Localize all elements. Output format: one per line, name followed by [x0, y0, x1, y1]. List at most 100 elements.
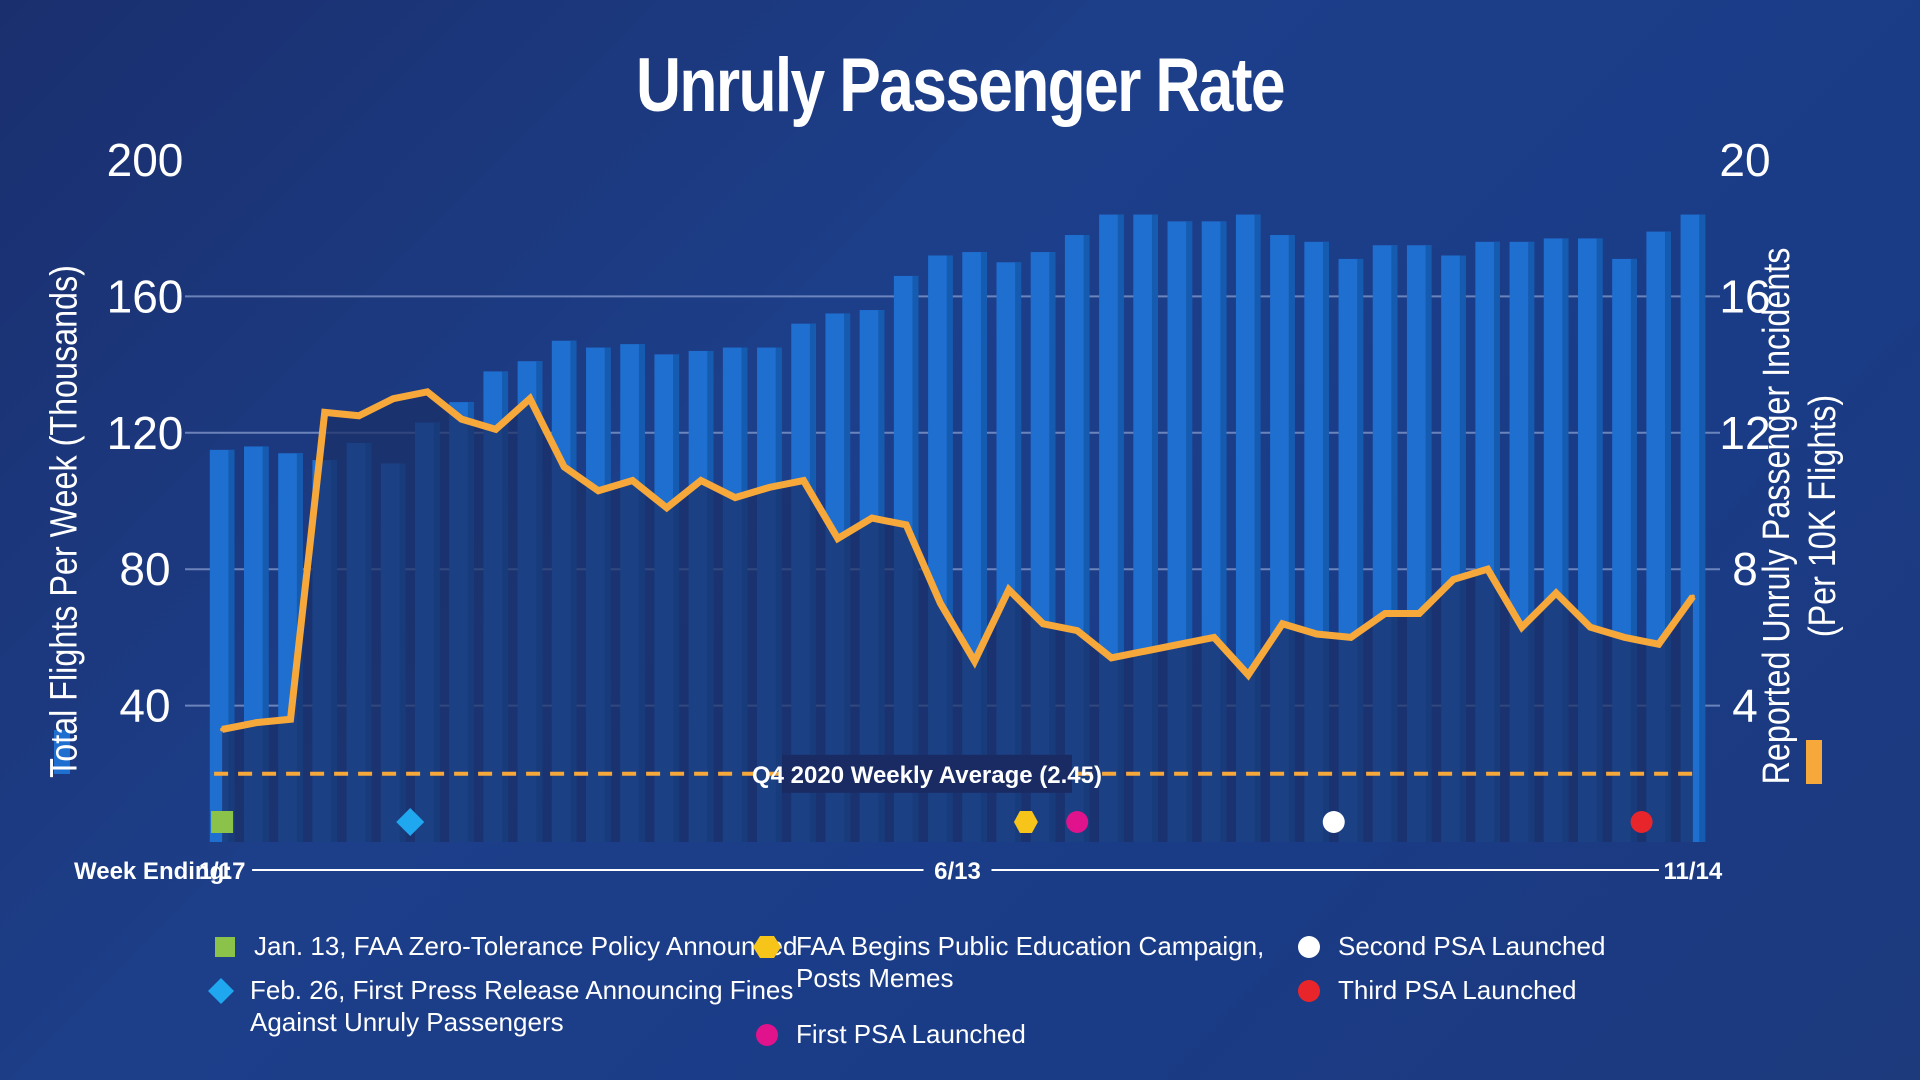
rate-point	[1177, 642, 1182, 647]
rate-point	[1314, 631, 1319, 636]
rate-point	[1588, 625, 1593, 630]
rate-point	[1519, 625, 1524, 630]
rate-point	[1690, 594, 1695, 599]
flight-bar-shade	[1117, 214, 1124, 842]
red-circle-icon	[1298, 980, 1320, 1002]
rate-point	[733, 495, 738, 500]
rate-point	[1109, 655, 1114, 660]
flight-bar-shade	[1665, 231, 1672, 843]
rate-point	[1417, 611, 1422, 616]
rate-point	[459, 417, 464, 422]
flight-bar-shade	[262, 446, 269, 842]
rate-point	[1656, 642, 1661, 647]
rate-line	[221, 388, 1696, 733]
rate-point	[254, 720, 259, 725]
cyan-diamond-shape	[208, 978, 234, 1004]
rate-point	[1246, 672, 1251, 677]
flight-bar-shade	[1322, 241, 1329, 843]
flight-bar-shade	[946, 255, 953, 843]
rate-point	[1280, 621, 1285, 626]
flight-bar-shade	[1288, 235, 1295, 842]
rate-point	[1075, 628, 1080, 633]
flight-bar-shade	[1015, 262, 1022, 842]
green-square-shape	[215, 937, 235, 957]
left-axis-swatch	[54, 730, 70, 774]
legend-item-third-psa: Third PSA Launched	[1294, 974, 1577, 1006]
magenta-circle-shape	[756, 1024, 778, 1046]
flight-bar-shade	[1425, 245, 1432, 842]
rate-point	[698, 478, 703, 483]
event-marker-square	[211, 811, 234, 833]
rate-point	[767, 485, 772, 490]
flight-bar-shade	[228, 449, 235, 842]
flight-bar-shade	[980, 252, 987, 842]
flight-bar-shade	[1493, 241, 1500, 843]
rate-point	[1041, 621, 1046, 626]
white-circle-shape	[1298, 936, 1320, 958]
right-axis-tick-label: 20	[1719, 134, 1770, 186]
flight-bar-shade	[1357, 258, 1364, 842]
legend-label: First PSA Launched	[796, 1019, 1026, 1049]
cyan-diamond-icon	[208, 978, 234, 1004]
rate-point	[904, 522, 909, 527]
left-axis-tick-label: 80	[119, 543, 170, 595]
rate-area	[222, 391, 1693, 842]
rate-point	[562, 464, 567, 469]
x-axis-title: Week Ending:	[74, 858, 232, 885]
rate-point	[322, 410, 327, 415]
rate-point	[527, 396, 532, 401]
x-tick-label: 6/13	[934, 858, 981, 885]
legend-label: Jan. 13, FAA Zero-Tolerance Policy Annou…	[254, 931, 798, 961]
rate-point	[1554, 591, 1559, 596]
flight-bar-shade	[1459, 255, 1466, 843]
rate-point	[1212, 635, 1217, 640]
legend-label: FAA Begins Public Education Campaign, Po…	[796, 931, 1265, 993]
rate-point	[425, 389, 430, 394]
legend-item-zero-tolerance: Jan. 13, FAA Zero-Tolerance Policy Annou…	[210, 930, 797, 962]
rate-point	[801, 478, 806, 483]
flight-bar-shade	[1528, 241, 1535, 843]
x-tick-label: 1/17	[199, 858, 246, 885]
flight-bar-shade	[1220, 221, 1227, 842]
left-axis-tick-label: 120	[107, 407, 184, 459]
flight-bar-shade	[1391, 245, 1398, 842]
event-marker-circle	[1630, 811, 1653, 833]
red-circle-shape	[1298, 980, 1320, 1002]
event-marker-hexagon	[1013, 811, 1038, 833]
rate-point	[1143, 649, 1148, 654]
left-axis-tick-label: 40	[119, 680, 170, 732]
rate-point	[391, 396, 396, 401]
right-axis-swatch	[1806, 740, 1822, 784]
rate-point	[1383, 611, 1388, 616]
rate-point	[356, 413, 361, 418]
legend-item-first-psa: First PSA Launched	[752, 1018, 1026, 1050]
flight-bar-shade	[1699, 214, 1706, 842]
magenta-circle-icon	[756, 1024, 778, 1046]
right-axis-tick-label: 16	[1719, 270, 1770, 322]
chart-title: Unruly Passenger Rate	[636, 43, 1286, 128]
right-axis-tick-label: 8	[1732, 543, 1758, 595]
rate-point	[1451, 577, 1456, 582]
rate-point	[1348, 635, 1353, 640]
rate-point	[630, 478, 635, 483]
event-marker-circle	[1322, 811, 1345, 833]
rate-point	[1485, 567, 1490, 572]
event-marker-circle	[1066, 811, 1089, 833]
flight-bar-shade	[1254, 214, 1261, 842]
left-axis-tick-label: 200	[107, 134, 184, 186]
legend-item-second-psa: Second PSA Launched	[1294, 930, 1605, 962]
rate-point	[1622, 635, 1627, 640]
flight-bar-shade	[1630, 258, 1637, 842]
reference-label-bg	[782, 754, 1072, 793]
white-circle-icon	[1298, 936, 1320, 958]
flight-bar-shade	[1049, 252, 1056, 842]
rate-point	[664, 505, 669, 510]
rate-point	[493, 427, 498, 432]
right-axis-title: Reported Unruly Passenger Incidents (Per…	[1756, 247, 1844, 785]
rate-point	[938, 601, 943, 606]
flight-bar-shade	[1186, 221, 1193, 842]
legend-item-education-campaign: FAA Begins Public Education Campaign, Po…	[752, 930, 1264, 994]
legend-item-press-release: Feb. 26, First Press Release Announcing …	[206, 974, 793, 1038]
yellow-hexagon-shape	[753, 936, 781, 958]
